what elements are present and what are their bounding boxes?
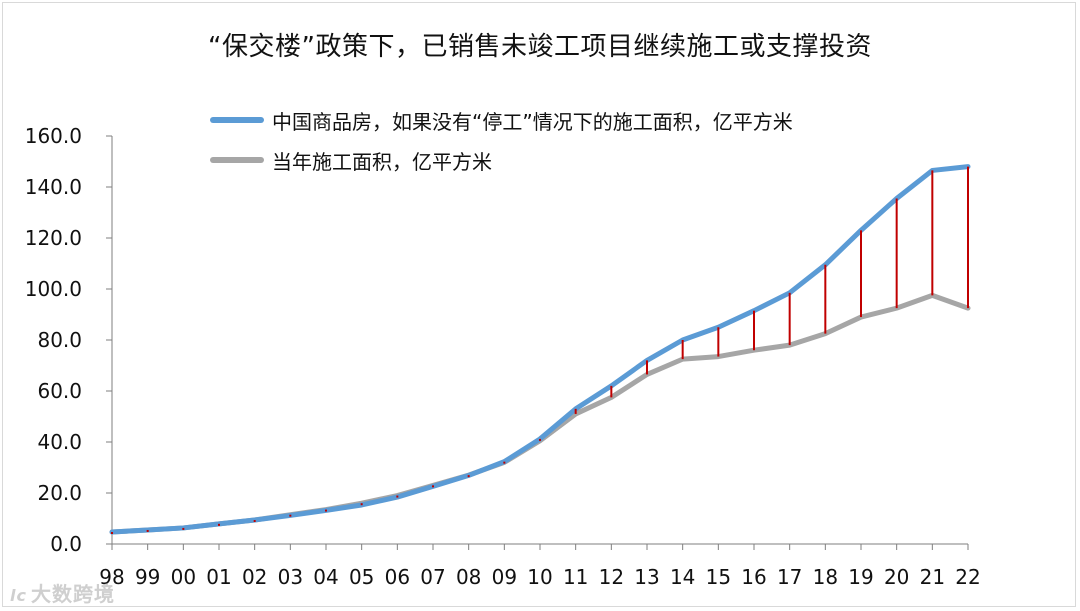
legend-label-series-1: 中国商品房，如果没有“停工”情况下的施工面积，亿平方米 [272,109,793,134]
y-tick-label: 20.0 [37,481,82,505]
x-tick-label: 05 [349,565,374,589]
y-tick-label: 0.0 [50,532,82,556]
y-tick-label: 160.0 [25,124,82,148]
x-tick-label: 04 [313,565,338,589]
watermark-text: 大数跨境 [30,582,115,606]
series-line-no-stoppage-area [109,164,971,535]
x-tick-label: 12 [599,565,624,589]
legend-label-series-2: 当年施工面积，亿平方米 [272,149,492,174]
y-tick-label: 60.0 [37,379,82,403]
x-tick-label: 09 [492,565,517,589]
x-tick-label: 21 [920,565,945,589]
x-tick-label: 08 [456,565,481,589]
x-tick-label: 11 [563,565,588,589]
watermark: lc 大数跨境 [10,578,115,607]
watermark-logo-icon: lc [10,586,27,605]
x-tick-label: 20 [884,565,909,589]
x-tick-label: 03 [278,565,303,589]
x-tick-label: 00 [171,565,196,589]
y-tick-label: 140.0 [25,175,82,199]
x-tick-label: 18 [813,565,838,589]
y-tick-label: 100.0 [25,277,82,301]
chart-legend: 中国商品房，如果没有“停工”情况下的施工面积，亿平方米 当年施工面积，亿平方米 [210,100,793,180]
y-tick-label: 40.0 [37,430,82,454]
chart-title: “保交楼”政策下，已销售未竣工项目继续施工或支撑投资 [208,32,872,62]
x-tick-label: 01 [206,565,231,589]
x-tick-label: 98 [99,565,124,589]
x-tick-label: 14 [670,565,695,589]
y-tick-label: 120.0 [25,226,82,250]
legend-swatch-series-2 [210,157,264,163]
x-tick-label: 10 [527,565,552,589]
x-tick-label: 17 [777,565,802,589]
legend-item-series-2: 当年施工面积，亿平方米 [210,140,793,180]
y-tick-label: 80.0 [37,328,82,352]
x-tick-label: 19 [848,565,873,589]
x-tick-label: 06 [385,565,410,589]
x-tick-label: 15 [706,565,731,589]
x-tick-label: 02 [242,565,267,589]
x-tick-label: 07 [420,565,445,589]
x-tick-label: 22 [955,565,980,589]
legend-swatch-series-1 [210,117,264,123]
legend-item-series-1: 中国商品房，如果没有“停工”情况下的施工面积，亿平方米 [210,100,793,140]
x-tick-label: 13 [634,565,659,589]
x-tick-label: 16 [741,565,766,589]
x-tick-label: 99 [135,565,160,589]
series-line-current-area [109,292,971,535]
